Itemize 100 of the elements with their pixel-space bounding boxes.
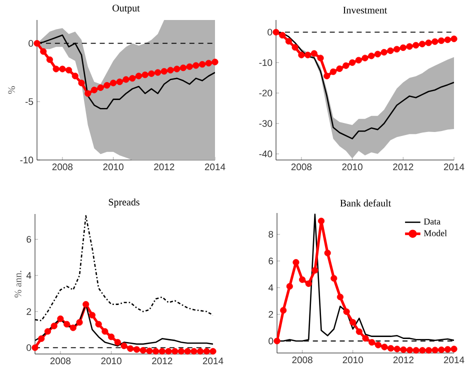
x-tick-label: 2010 [103, 164, 124, 170]
point [205, 60, 212, 66]
point [190, 348, 198, 355]
point [349, 59, 356, 66]
y-tick-label: -5 [25, 98, 34, 105]
point [90, 86, 98, 94]
point [324, 250, 331, 256]
point [450, 36, 458, 42]
point [280, 307, 287, 314]
point [196, 348, 204, 355]
point [46, 56, 54, 63]
point [210, 348, 216, 355]
point [350, 319, 356, 326]
point [167, 66, 174, 74]
point [72, 72, 78, 80]
point [305, 280, 312, 287]
point [50, 322, 58, 330]
point [95, 320, 102, 328]
point [330, 275, 338, 282]
y-axis-title: % ann. [14, 270, 22, 298]
x-tick-label: 2010 [342, 164, 362, 170]
x-tick-label: 2012 [152, 358, 172, 364]
point [174, 66, 180, 72]
point [133, 346, 140, 353]
point [140, 347, 146, 354]
point [64, 320, 70, 328]
point [318, 218, 325, 224]
point [343, 308, 350, 315]
x-tick-label: 2008 [52, 164, 73, 170]
point [32, 344, 38, 351]
point [380, 48, 388, 56]
x-tick-label: 2010 [101, 358, 122, 364]
point [110, 80, 117, 86]
point [368, 52, 375, 60]
y-tick-label: -10 [259, 59, 272, 66]
point [368, 339, 376, 346]
point [274, 338, 280, 344]
point [108, 334, 115, 340]
point [70, 324, 76, 332]
y-tick-label: 6 [268, 258, 274, 264]
point [438, 346, 445, 354]
x-tick-label: 2014 [204, 164, 226, 170]
point [336, 65, 343, 72]
point [203, 348, 210, 355]
x-tick-label: 2012 [154, 164, 174, 170]
point [374, 342, 382, 348]
point [412, 42, 420, 49]
y-tick-label: 4 [26, 272, 32, 279]
point [336, 294, 344, 300]
point [387, 47, 394, 54]
point [374, 50, 382, 58]
point [52, 66, 60, 72]
point [425, 40, 432, 46]
point [394, 346, 400, 352]
point [450, 346, 458, 352]
point [285, 38, 292, 45]
y-tick-label: 4 [268, 284, 274, 291]
point [104, 82, 110, 89]
point [419, 347, 426, 354]
point [172, 348, 178, 355]
point [317, 54, 324, 62]
point [66, 66, 72, 74]
point [114, 338, 121, 346]
point [304, 52, 312, 58]
point [400, 346, 407, 353]
point [286, 283, 293, 290]
point [97, 84, 104, 91]
point [154, 69, 162, 76]
y-tick-label: -10 [20, 156, 34, 164]
y-axis-title: % [8, 86, 15, 94]
point [362, 54, 368, 62]
point [292, 44, 298, 51]
point [400, 44, 406, 51]
chart-title: Investment [343, 6, 388, 14]
point [116, 78, 123, 86]
legend-label: Data [424, 218, 440, 225]
point [102, 328, 108, 335]
point [324, 72, 330, 80]
x-tick-label: 2008 [292, 356, 312, 364]
point [212, 58, 218, 66]
point [312, 267, 318, 274]
point [444, 36, 451, 44]
point [84, 90, 92, 97]
y-tick-label: 2 [26, 308, 32, 315]
y-tick-label: -30 [259, 120, 272, 127]
point [122, 76, 130, 83]
point [444, 346, 451, 353]
point [38, 335, 45, 342]
point [298, 52, 305, 58]
point [142, 72, 148, 78]
y-tick-label: -40 [259, 150, 272, 158]
point [120, 342, 128, 350]
point [292, 259, 300, 266]
y-tick-label: 0 [268, 338, 274, 344]
chart-title: Spreads [108, 198, 140, 208]
point [362, 335, 369, 342]
point [178, 348, 185, 355]
point [82, 301, 90, 308]
point [330, 68, 337, 76]
y-tick-label: 2 [268, 311, 274, 318]
